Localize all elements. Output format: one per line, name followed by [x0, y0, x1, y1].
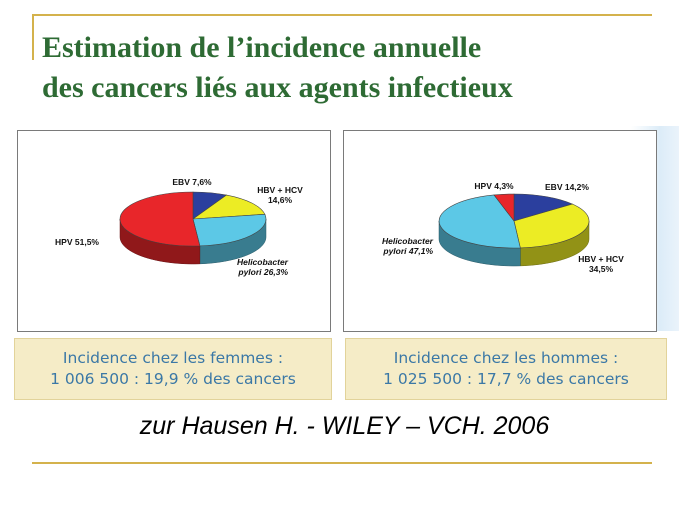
data-label-hpv: HPV 51,5% — [55, 237, 99, 247]
data-label-hbv-hcv: HBV + HCV 14,6% — [257, 185, 303, 205]
incidence-women-value: 1 006 500 : 19,9 % des cancers — [50, 370, 296, 388]
incidence-women-box: Incidence chez les femmes : 1 006 500 : … — [14, 338, 332, 400]
data-label-hpv: HPV 4,3% — [474, 181, 514, 191]
pie-slice-hbv-hcv — [191, 194, 266, 220]
pie-slice-helicobacter-pylori — [192, 213, 267, 247]
pie-chart-women-svg: EBV 7,6% HBV + HCV 14,6% Helicobacter pylori… — [55, 177, 303, 277]
pie-chart-women: EBV 7,6% HBV + HCV 14,6% Helicobacter pylori… — [17, 130, 331, 332]
data-label-ebv: EBV 7,6% — [172, 177, 212, 187]
bottom-rule — [32, 462, 652, 464]
incidence-women-heading: Incidence chez les femmes : — [62, 349, 284, 367]
left-accent-rule — [32, 14, 34, 60]
data-label-hbv-hcv: HBV + HCV 34,5% — [578, 254, 624, 274]
pie-slice-hpv — [119, 191, 201, 247]
pie-slices — [438, 193, 590, 249]
top-rule — [32, 14, 652, 16]
data-label-helicobacter-pylori: Helicobacter pylori 26,3% — [237, 257, 289, 277]
title-line-1: Estimation de l’incidence annuelle — [42, 31, 482, 64]
citation: zur Hausen H. - WILEY – VCH. 2006 — [139, 412, 550, 440]
pie-slice-helicobacter-pylori — [438, 194, 521, 249]
slide-title: Estimation de l’incidence annuelle des c… — [42, 28, 513, 108]
title-line-2: des cancers liés aux agents infectieux — [42, 71, 513, 104]
incidence-men-box: Incidence chez les hommes : 1 025 500 : … — [345, 338, 667, 400]
pie-slice-hpv — [493, 193, 515, 222]
pie-slice-ebv — [513, 193, 574, 222]
pie-chart-men-svg: EBV 14,2% HBV + HCV 34,5% Helicobacter pylor… — [382, 181, 624, 274]
data-label-helicobacter-pylori: Helicobacter pylori 47,1% — [382, 236, 434, 256]
pie-slices — [119, 191, 267, 247]
pie-slice-hbv-hcv — [513, 203, 590, 249]
data-label-ebv: EBV 14,2% — [545, 182, 589, 192]
incidence-men-value: 1 025 500 : 17,7 % des cancers — [383, 370, 629, 388]
pie-chart-men: EBV 14,2% HBV + HCV 34,5% Helicobacter pylor… — [343, 130, 657, 332]
incidence-men-heading: Incidence chez les hommes : — [393, 349, 619, 367]
